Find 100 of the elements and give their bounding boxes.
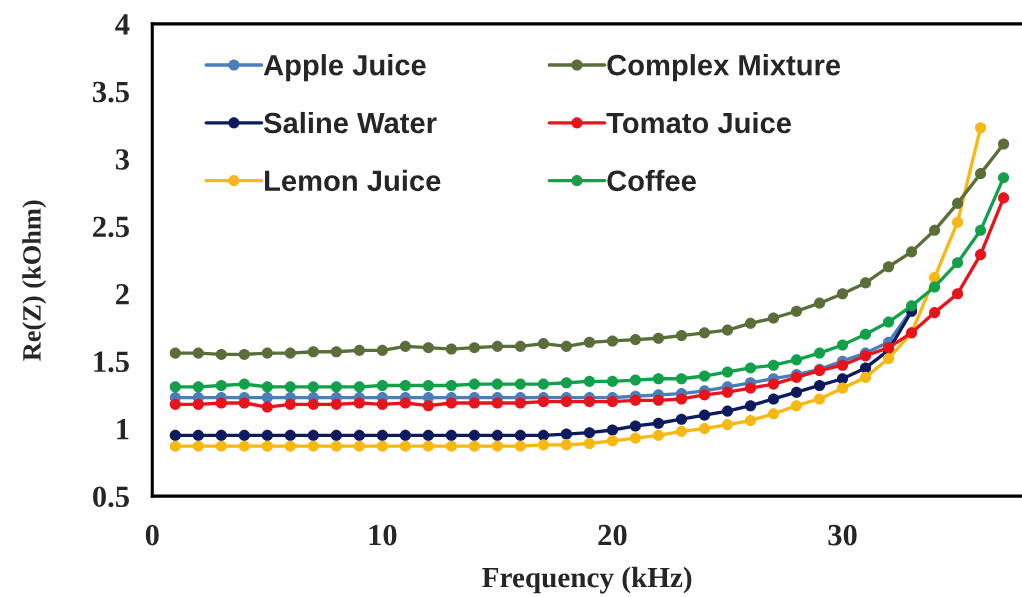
point xyxy=(583,396,595,408)
point xyxy=(192,347,204,359)
point xyxy=(468,429,480,441)
point xyxy=(744,362,757,374)
point xyxy=(445,440,457,452)
point xyxy=(698,409,711,421)
point xyxy=(560,340,572,352)
point xyxy=(514,397,526,409)
point xyxy=(859,362,872,374)
point xyxy=(514,440,526,452)
point xyxy=(514,429,526,441)
point xyxy=(261,440,273,452)
point xyxy=(192,398,204,410)
point xyxy=(491,340,503,352)
point xyxy=(284,440,296,452)
point xyxy=(445,379,457,392)
x-tick-label: 30 xyxy=(828,524,857,546)
point xyxy=(238,440,250,452)
point xyxy=(376,440,388,452)
point xyxy=(744,400,757,412)
point xyxy=(813,297,826,309)
point xyxy=(859,371,872,383)
point xyxy=(491,429,503,441)
point xyxy=(744,317,757,329)
y-tick-label: 3.5 xyxy=(93,81,129,103)
point xyxy=(836,339,849,351)
point xyxy=(537,338,549,350)
point xyxy=(491,378,503,390)
point xyxy=(353,344,365,356)
point xyxy=(606,396,618,408)
point xyxy=(629,374,642,386)
point xyxy=(307,429,319,441)
point xyxy=(169,381,181,393)
point xyxy=(445,397,457,409)
point xyxy=(721,386,734,398)
point xyxy=(192,381,204,393)
point xyxy=(238,378,250,390)
legend-label: Complex Mixture xyxy=(607,54,841,82)
point xyxy=(261,401,273,413)
point xyxy=(606,335,618,347)
point xyxy=(238,348,250,360)
point xyxy=(238,429,250,441)
point xyxy=(399,429,411,441)
point xyxy=(215,429,227,441)
point xyxy=(284,429,296,441)
y-axis-title: Re(Z) (kOhm) xyxy=(22,200,47,361)
x-axis-title: Frequency (kHz) xyxy=(482,566,692,594)
point xyxy=(859,277,872,289)
point xyxy=(330,440,342,452)
point xyxy=(192,429,204,441)
point xyxy=(560,439,572,451)
point xyxy=(998,138,1010,150)
point xyxy=(767,393,780,405)
point xyxy=(376,344,388,356)
legend-label: Tomato Juice xyxy=(606,111,791,134)
point xyxy=(975,168,987,180)
point xyxy=(698,370,711,382)
point xyxy=(721,324,734,336)
point xyxy=(307,398,319,410)
point xyxy=(422,342,434,354)
point xyxy=(422,379,434,392)
y-tick-label: 2 xyxy=(116,284,129,305)
point xyxy=(790,400,803,412)
legend-label: Saline Water xyxy=(263,111,437,134)
point xyxy=(491,397,503,409)
point xyxy=(169,398,181,410)
point xyxy=(330,398,342,410)
point xyxy=(882,261,895,273)
point xyxy=(330,381,342,393)
point xyxy=(906,300,918,312)
legend-label: Lemon Juice xyxy=(265,169,441,192)
point xyxy=(330,346,342,358)
point xyxy=(307,440,319,452)
point xyxy=(882,316,895,328)
point xyxy=(537,378,549,390)
point xyxy=(468,440,480,452)
point xyxy=(215,397,227,409)
point xyxy=(353,440,365,452)
point xyxy=(560,428,572,440)
point xyxy=(906,246,918,258)
point xyxy=(952,216,964,228)
point xyxy=(468,378,480,390)
point xyxy=(975,249,987,261)
point xyxy=(399,379,411,392)
point xyxy=(330,429,342,441)
legend-label: Apple Juice xyxy=(263,54,426,82)
point xyxy=(952,288,964,300)
point xyxy=(606,435,618,447)
point xyxy=(698,423,711,435)
point xyxy=(238,397,250,409)
legend-label: Coffee xyxy=(607,169,696,192)
point xyxy=(929,281,941,293)
point xyxy=(261,381,273,393)
point xyxy=(583,336,595,348)
point xyxy=(836,359,849,371)
point xyxy=(975,224,987,236)
point xyxy=(652,332,665,344)
point xyxy=(790,305,803,317)
point xyxy=(215,379,227,392)
point xyxy=(606,424,618,436)
